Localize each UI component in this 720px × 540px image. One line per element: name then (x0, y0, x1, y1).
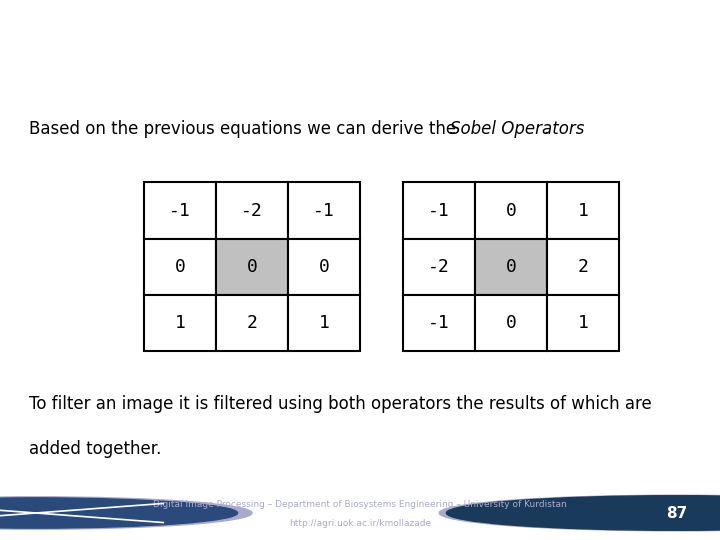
Text: 1: 1 (577, 201, 589, 220)
Bar (403, 239, 475, 295)
Text: 0: 0 (505, 201, 517, 220)
Bar (403, 295, 475, 351)
Text: -1: -1 (428, 314, 450, 332)
Text: -1: -1 (428, 201, 450, 220)
Text: 0: 0 (318, 258, 330, 275)
Text: -1: -1 (313, 201, 335, 220)
Text: -1: -1 (169, 201, 191, 220)
Text: http://agri.uok.ac.ir/kmollazade: http://agri.uok.ac.ir/kmollazade (289, 519, 431, 528)
Circle shape (0, 497, 252, 529)
Bar (288, 183, 360, 239)
Circle shape (0, 498, 238, 528)
Text: added together.: added together. (29, 440, 161, 458)
Text: Sobel Operators: Sobel Operators (450, 120, 585, 138)
Bar (547, 183, 619, 239)
Bar (216, 239, 288, 295)
Text: 0: 0 (505, 258, 517, 275)
Circle shape (439, 495, 720, 531)
Text: Sobel operators: Sobel operators (18, 29, 218, 49)
Text: 0: 0 (505, 314, 517, 332)
Bar (475, 295, 547, 351)
Text: Based on the previous equations we can derive the: Based on the previous equations we can d… (29, 120, 462, 138)
Bar (144, 183, 216, 239)
Text: 1: 1 (318, 314, 330, 332)
Text: -2: -2 (428, 258, 450, 275)
Text: 1: 1 (577, 314, 589, 332)
Text: 2: 2 (246, 314, 258, 332)
Text: To filter an image it is filtered using both operators the results of which are: To filter an image it is filtered using … (29, 395, 652, 413)
Text: Digital Image Processing – Department of Biosystems Engineering – University of : Digital Image Processing – Department of… (153, 501, 567, 509)
Text: -2: -2 (241, 201, 263, 220)
Bar (288, 239, 360, 295)
Bar (403, 183, 475, 239)
Text: 1: 1 (174, 314, 186, 332)
Text: 0: 0 (246, 258, 258, 275)
Bar (216, 183, 288, 239)
Text: 0: 0 (174, 258, 186, 275)
Bar (144, 239, 216, 295)
Bar (475, 183, 547, 239)
Circle shape (446, 496, 720, 530)
Text: 2: 2 (577, 258, 589, 275)
Bar (547, 239, 619, 295)
Bar (144, 295, 216, 351)
Bar (216, 295, 288, 351)
Bar (547, 295, 619, 351)
Bar (288, 295, 360, 351)
Text: 87: 87 (666, 505, 688, 521)
Text: .: . (544, 120, 549, 138)
Bar (475, 239, 547, 295)
